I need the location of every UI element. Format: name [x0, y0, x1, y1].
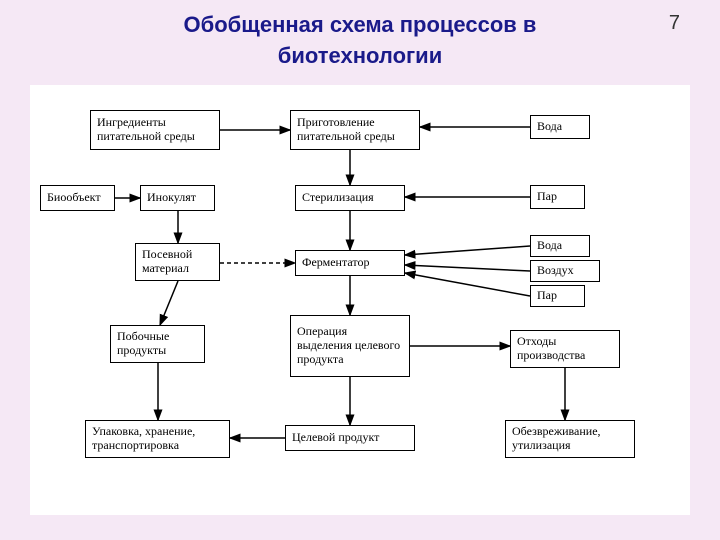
- node-steam1: Пар: [530, 185, 585, 209]
- node-seed: Посевной материал: [135, 243, 220, 281]
- node-preparation: Приготовление питательной среды: [290, 110, 420, 150]
- node-bioobject: Биообъект: [40, 185, 115, 211]
- edge-seed-to-byproducts: [160, 281, 178, 325]
- node-sterilization: Стерилизация: [295, 185, 405, 211]
- node-air: Воздух: [530, 260, 600, 282]
- node-water1: Вода: [530, 115, 590, 139]
- node-water2: Вода: [530, 235, 590, 257]
- edge-air-to-fermenter: [405, 265, 530, 271]
- diagram-area: Ингредиенты питательной среды Приготовлен…: [30, 85, 690, 515]
- title-line1: Обобщенная схема процессов в: [184, 12, 537, 37]
- node-fermenter: Ферментатор: [295, 250, 405, 276]
- page-number: 7: [669, 12, 680, 35]
- node-ingredients: Ингредиенты питательной среды: [90, 110, 220, 150]
- node-steam2: Пар: [530, 285, 585, 307]
- node-byproducts: Побочные продукты: [110, 325, 205, 363]
- edge-water2-to-fermenter: [405, 246, 530, 255]
- node-waste: Отходы производства: [510, 330, 620, 368]
- node-product: Целевой продукт: [285, 425, 415, 451]
- node-inoculum: Инокулят: [140, 185, 215, 211]
- node-disposal: Обезвреживание, утилизация: [505, 420, 635, 458]
- node-extraction: Операция выделения целевого продукта: [290, 315, 410, 377]
- node-packaging: Упаковка, хранение, транспортировка: [85, 420, 230, 458]
- page-title: Обобщенная схема процессов в биотехнолог…: [0, 0, 720, 72]
- title-line2: биотехнологии: [278, 43, 442, 68]
- edge-steam2-to-fermenter: [405, 273, 530, 296]
